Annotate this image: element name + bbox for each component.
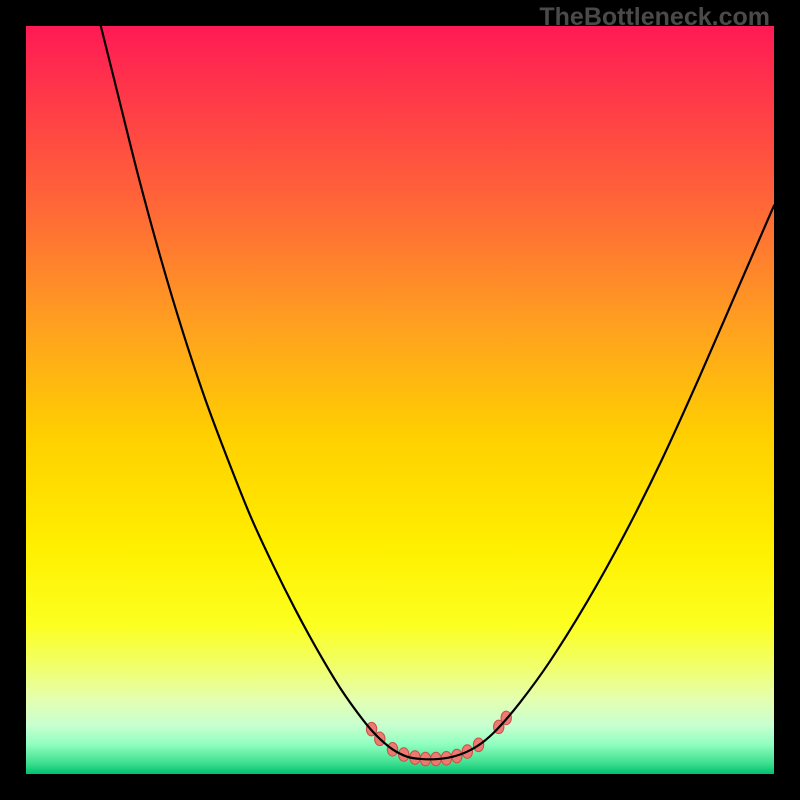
bottleneck-curve [101, 26, 774, 759]
marker-group [366, 711, 511, 766]
plot-area [26, 26, 774, 774]
watermark-text: TheBottleneck.com [539, 3, 770, 32]
curve-layer [26, 26, 774, 774]
